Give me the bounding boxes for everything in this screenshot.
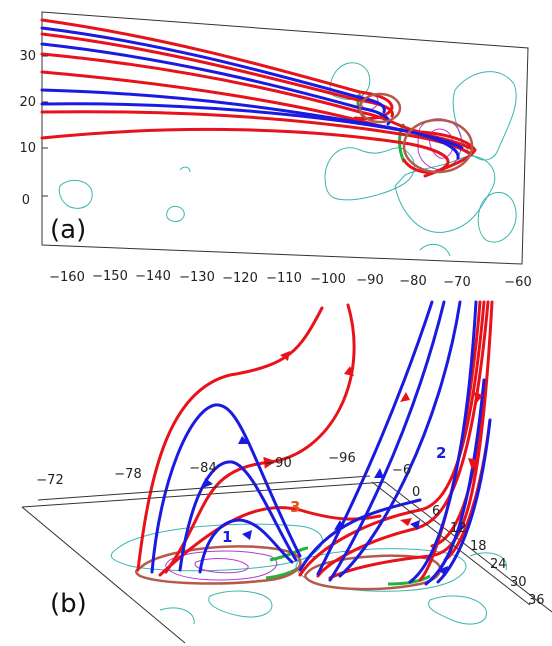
a-xtick-150: −150 [92, 269, 128, 284]
a-ytick-20: 20 [19, 95, 36, 110]
blue-arrow [410, 520, 420, 530]
blue-arrow [374, 468, 384, 478]
b-ytick-24: 24 [490, 557, 507, 572]
a-xtick-110: −110 [266, 271, 302, 286]
panel-a-y-ticks: 30 20 10 0 [19, 49, 48, 208]
panel-a-red-field-lines [40, 18, 477, 178]
loop-label-1: 1 [222, 528, 232, 546]
panel-b-direction-arrows [203, 351, 483, 576]
red-arrow [280, 351, 290, 361]
a-ytick-30: 30 [19, 49, 36, 64]
a-xtick-140: −140 [135, 269, 171, 284]
blue-arrow [238, 436, 250, 444]
panel-a-blue-field-lines [40, 26, 464, 160]
blue-arrow [334, 520, 344, 530]
b-ytick-minus6: −6 [392, 463, 411, 478]
a-xtick-160: −160 [49, 270, 85, 285]
loop-label-2: 2 [436, 444, 446, 462]
b-xtick-72: −72 [36, 473, 63, 488]
panel-b-x-axis: −72 −78 −84 −90 −96 [36, 451, 371, 501]
panel-b-y-axis: −6 0 6 12 18 24 30 36 [371, 463, 545, 608]
a-xtick-80: −80 [399, 274, 426, 289]
b-ytick-12: 12 [450, 521, 467, 536]
a-xtick-90: −90 [356, 273, 383, 288]
b-xtick-78: −78 [114, 467, 141, 482]
panel-b-floor [21, 481, 552, 613]
red-arrow [474, 392, 483, 404]
a-xtick-60: −60 [504, 275, 531, 290]
blue-arrow [456, 520, 464, 532]
panel-b-cyan-contours [110, 523, 507, 625]
blue-arrow [438, 566, 448, 576]
red-arrow [468, 458, 478, 470]
b-ytick-18: 18 [470, 539, 487, 554]
b-ytick-30: 30 [510, 575, 527, 590]
a-xtick-130: −130 [179, 270, 215, 285]
b-xtick-96: −96 [328, 451, 355, 466]
panel-a-footpoint-rings [358, 92, 474, 174]
panel-a-label: (a) [50, 215, 86, 245]
panel-b-label: (b) [50, 589, 87, 619]
panel-b-footpoint-rings [135, 545, 442, 591]
panel-a-x-ticks: −160 −150 −140 −130 −120 −110 −100 −90 −… [49, 269, 532, 290]
b-ytick-36: 36 [528, 593, 545, 608]
panel-b: −72 −78 −84 −90 −96 −6 0 6 12 18 24 30 3… [21, 300, 552, 644]
a-ytick-10: 10 [19, 141, 36, 156]
blue-arrow [203, 478, 213, 488]
b-ytick-6: 6 [432, 504, 440, 519]
a-ytick-0: 0 [22, 193, 30, 208]
b-ytick-0: 0 [412, 485, 420, 500]
b-xtick-84: −84 [189, 461, 216, 476]
panel-a-frame [41, 11, 529, 265]
loop-label-3: 3 [290, 498, 300, 516]
red-arrow [344, 366, 354, 376]
a-xtick-70: −70 [443, 275, 470, 290]
a-xtick-100: −100 [310, 272, 346, 287]
red-arrow [400, 518, 412, 526]
panel-a: 30 20 10 0 −160 −150 −140 −130 −120 −110… [19, 11, 532, 290]
blue-arrow [242, 530, 252, 540]
b-xtick-90: −90 [264, 456, 291, 471]
red-arrow [400, 392, 410, 402]
a-xtick-120: −120 [222, 271, 258, 286]
panel-a-cyan-contours [58, 62, 517, 257]
